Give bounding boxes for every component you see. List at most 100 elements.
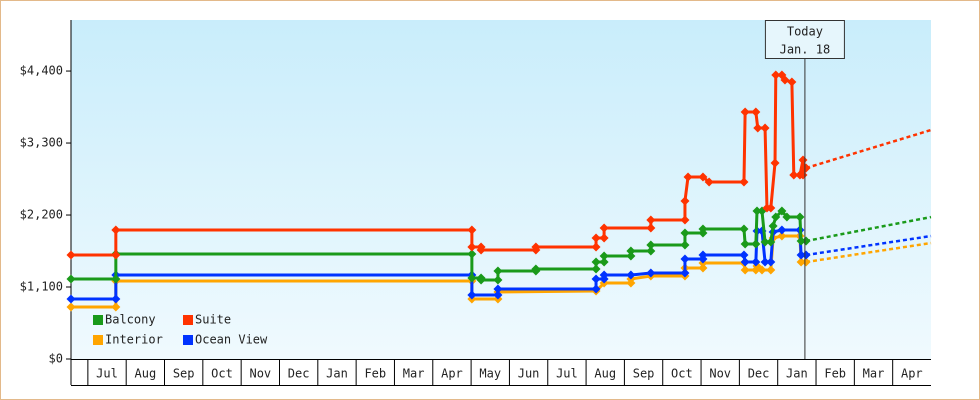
today-label: Jan. 18 [780,43,831,57]
legend-label: Balcony [105,313,156,327]
today-box [764,20,845,59]
legend-swatch [183,335,193,345]
x-tick-label: Aug [594,367,616,381]
legend-label: Ocean View [195,333,268,347]
x-tick-label: Sep [633,367,655,381]
point-marker [698,263,708,273]
point-marker [680,254,690,264]
point-marker [801,163,811,173]
point-marker [777,231,787,241]
legend-swatch [93,315,103,325]
point-marker [111,250,121,260]
point-marker [111,302,121,312]
point-marker [531,264,541,274]
x-tick-label: Jul [556,367,578,381]
point-marker [599,251,609,261]
y-tick-label: $3,300 [20,136,63,150]
point-marker [467,249,477,259]
point-marker [751,239,761,249]
point-marker [777,225,787,235]
point-marker [771,212,781,222]
point-marker [680,215,690,225]
point-marker [599,233,609,243]
point-marker [752,206,762,216]
point-marker [66,250,76,260]
x-tick-label: Jul [96,367,118,381]
point-marker [766,203,776,213]
forecast-line [805,128,932,170]
legend-label: Suite [195,313,231,327]
point-marker [493,284,503,294]
point-marker [751,107,761,117]
point-marker [777,206,787,216]
point-marker [704,177,714,187]
point-marker [66,294,76,304]
x-tick-label: Aug [135,367,157,381]
point-marker [757,265,767,275]
plot-area [71,20,931,359]
point-marker [467,290,477,300]
x-tick-label: Jan [786,367,808,381]
point-marker [766,257,776,267]
point-marker [646,246,656,256]
point-marker [626,246,636,256]
point-marker [795,212,805,222]
point-marker [111,225,121,235]
point-marker [698,172,708,182]
point-marker [111,294,121,304]
x-tick-label: Oct [671,367,693,381]
point-marker [782,212,792,222]
y-tick-label: $0 [49,352,63,366]
point-marker [780,75,790,85]
legend-label: Interior [105,333,163,347]
point-marker [467,242,477,252]
x-tick-label: Nov [709,367,731,381]
point-marker [768,221,778,231]
point-marker [760,123,770,133]
point-marker [739,250,749,260]
point-marker [591,264,601,274]
today-label: Today [787,25,823,39]
point-marker [698,224,708,234]
x-tick-label: Mar [863,367,885,381]
point-marker [739,177,749,187]
y-tick-label: $2,200 [20,208,63,222]
point-marker [680,240,690,250]
x-tick-label: Jun [518,367,540,381]
point-marker [801,257,811,267]
point-marker [766,265,776,275]
point-marker [626,270,636,280]
x-tick-label: Dec [288,367,310,381]
point-marker [467,273,477,283]
point-marker [770,158,780,168]
point-marker [591,233,601,243]
point-marker [801,236,811,246]
point-marker [753,123,763,133]
point-marker [467,225,477,235]
point-marker [680,268,690,278]
point-marker [66,302,76,312]
point-marker [740,257,750,267]
point-marker [740,107,750,117]
x-tick-label: Feb [364,367,386,381]
point-marker [646,223,656,233]
point-marker [740,239,750,249]
point-marker [66,274,76,284]
point-marker [751,257,761,267]
point-marker [493,275,503,285]
point-marker [771,70,781,80]
point-marker [591,274,601,284]
x-tick-label: Apr [441,367,463,381]
forecast-line [805,241,932,264]
point-marker [626,251,636,261]
point-marker [646,268,656,278]
point-marker [801,250,811,260]
point-marker [760,257,770,267]
point-marker [796,250,806,260]
point-marker [476,245,486,255]
point-marker [591,257,601,267]
point-marker [646,240,656,250]
x-tick-label: Jan [326,367,348,381]
x-tick-label: Dec [748,367,770,381]
